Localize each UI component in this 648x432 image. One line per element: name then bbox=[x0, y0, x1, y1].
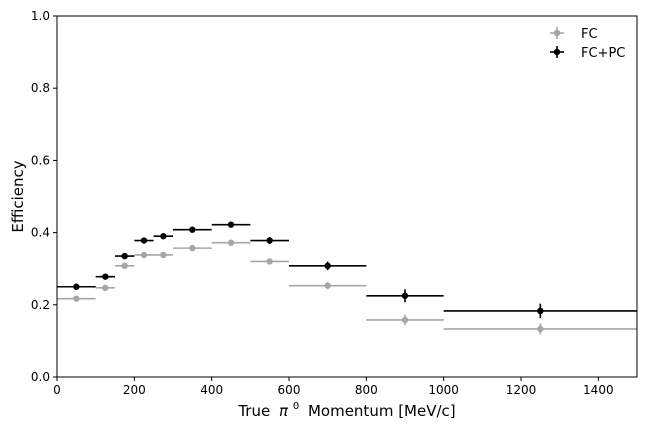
y-tick-label: 0.4 bbox=[31, 226, 50, 240]
legend-label: FC+PC bbox=[581, 46, 625, 61]
data-point bbox=[401, 292, 409, 299]
x-tick-label: 1400 bbox=[583, 383, 614, 397]
legend-item: FC+PC bbox=[550, 46, 625, 61]
data-point bbox=[266, 237, 273, 244]
legend-label: FC bbox=[581, 27, 598, 42]
data-point bbox=[324, 282, 331, 289]
data-point bbox=[121, 252, 128, 260]
legend-item: FC bbox=[550, 27, 598, 42]
x-axis-label-suffix: Momentum [MeV/c] bbox=[308, 402, 456, 420]
data-point bbox=[266, 258, 273, 265]
data-point bbox=[189, 244, 196, 252]
data-point bbox=[537, 307, 544, 315]
data-point bbox=[537, 325, 544, 333]
legend-marker bbox=[553, 48, 561, 56]
y-axis-label: Efficiency bbox=[9, 160, 27, 232]
y-tick-label: 0.8 bbox=[31, 81, 50, 95]
plot-frame bbox=[56, 15, 638, 378]
legend: FC FC+PC bbox=[550, 27, 625, 61]
legend-marker bbox=[553, 29, 561, 37]
x-axis-label: True π 0 Momentum [MeV/c] bbox=[237, 395, 455, 420]
data-point bbox=[102, 284, 109, 292]
x-axis-label-symbol: π bbox=[279, 402, 289, 420]
chart-marks bbox=[57, 221, 637, 335]
data-point bbox=[227, 221, 235, 228]
x-tick-label: 600 bbox=[278, 383, 301, 397]
y-tick-label: 0.6 bbox=[31, 153, 50, 167]
data-point bbox=[73, 283, 80, 290]
data-point bbox=[73, 295, 80, 302]
data-point bbox=[102, 273, 109, 280]
data-point bbox=[401, 316, 409, 324]
x-tick-label: 800 bbox=[355, 383, 378, 397]
x-tick-label: 1200 bbox=[506, 383, 537, 397]
data-point bbox=[160, 251, 167, 259]
x-axis-label-superscript: 0 bbox=[293, 401, 299, 412]
data-point bbox=[140, 251, 148, 259]
y-tick-label: 1.0 bbox=[31, 9, 50, 23]
series-fc-pc bbox=[57, 221, 637, 319]
data-point bbox=[160, 233, 167, 240]
x-axis-label-prefix: True bbox=[237, 402, 270, 420]
x-tick-label: 1000 bbox=[428, 383, 459, 397]
x-tick-label: 400 bbox=[200, 383, 223, 397]
x-tick-label: 0 bbox=[53, 383, 61, 397]
x-axis-ticks: 0 200 400 600 800 1000 1200 1400 bbox=[53, 377, 614, 397]
y-tick-label: 0.0 bbox=[31, 370, 50, 384]
y-axis-ticks: 0.0 0.2 0.4 0.6 0.8 1.0 bbox=[31, 9, 57, 384]
x-tick-label: 200 bbox=[123, 383, 146, 397]
y-tick-label: 0.2 bbox=[31, 298, 50, 312]
data-point bbox=[189, 226, 196, 233]
data-point bbox=[227, 239, 235, 246]
series-fc bbox=[57, 239, 637, 335]
data-point bbox=[121, 262, 128, 270]
data-point bbox=[140, 237, 148, 244]
data-point bbox=[324, 262, 331, 270]
